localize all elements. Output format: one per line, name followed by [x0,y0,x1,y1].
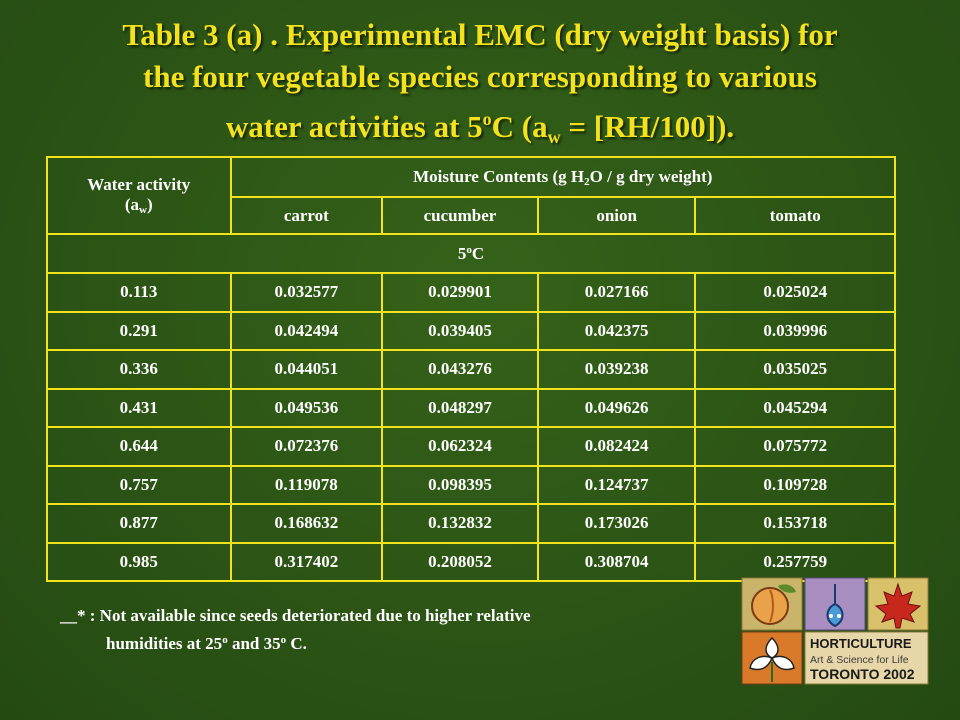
footnote-line-2-pre: humidities at 25 [106,634,223,653]
slide-title: Table 3 (a) . Experimental EMC (dry weig… [20,14,940,158]
table-row: 0.985 0.317402 0.208052 0.308704 0.257759 [46,541,896,582]
temperature-unit: C [471,243,485,263]
table-species-row: carrot cucumber onion tomato [47,196,896,235]
moisture-content-cell: 0.039405 [381,310,539,351]
water-activity-cell: 0.877 [46,503,232,544]
footnote: __* : Not available since seeds deterior… [60,604,700,656]
moisture-content-cell: 0.119078 [229,464,384,505]
moisture-content-cell: 0.109728 [694,464,896,505]
moisture-content-cell: 0.173026 [536,503,697,544]
moisture-content-cell: 0.044051 [229,349,384,390]
table-row: 0.644 0.072376 0.062324 0.082424 0.075772 [46,426,896,467]
moisture-content-cell: 0.029901 [381,272,539,313]
moisture-content-cell: 0.153718 [694,503,896,544]
water-activity-cell: 0.336 [46,349,232,390]
moisture-content-cell: 0.049626 [536,387,697,428]
footnote-line-2-mid: and 35 [227,634,281,653]
water-activity-cell: 0.291 [46,310,232,351]
moisture-content-cell: 0.082424 [536,426,697,467]
moisture-content-cell: 0.124737 [536,464,697,505]
footnote-degree-2: o [280,634,287,646]
title-line-3-mid: C (a [491,109,548,144]
header-mc-sub: 2 [584,175,590,188]
table-row: 0.757 0.119078 0.098395 0.124737 0.109728 [46,464,896,505]
moisture-content-cell: 0.075772 [694,426,896,467]
moisture-content-cell: 0.098395 [381,464,539,505]
header-water-activity-label: Water activity [87,175,191,194]
moisture-content-cell: 0.208052 [381,541,539,582]
header-aw-open: (a [124,195,140,214]
moisture-content-cell: 0.168632 [229,503,384,544]
moisture-content-cell: 0.257759 [694,541,896,582]
moisture-content-cell: 0.025024 [694,272,896,313]
moisture-content-cell: 0.043276 [381,349,539,390]
moisture-content-cell: 0.042375 [536,310,697,351]
title-degree-sup: o [482,109,492,129]
water-activity-cell: 0.431 [46,387,232,428]
moisture-content-cell: 0.132832 [381,503,539,544]
logo-graphic: HORTICULTURE Art & Science for Life TORO… [741,577,929,685]
title-line-1: Table 3 (a) . Experimental EMC (dry weig… [122,17,838,52]
title-line-3-pre: water activities at 5 [225,109,483,144]
logo-text-toronto: TORONTO 2002 [810,666,915,682]
moisture-content-cell: 0.072376 [229,426,384,467]
water-activity-cell: 0.113 [46,272,232,313]
moisture-content-cell: 0.042494 [229,310,384,351]
moisture-content-cell: 0.039238 [536,349,697,390]
moisture-content-cell: 0.035025 [694,349,896,390]
moisture-content-cell: 0.317402 [229,541,384,582]
title-line-3: water activities at 5oC (aw = [RH/100]). [20,98,940,158]
peach-icon [751,587,789,625]
temperature-number: 5 [457,243,467,263]
moisture-content-cell: 0.032577 [229,272,384,313]
title-w-sub: w [547,127,561,147]
logo-text-horticulture: HORTICULTURE [810,636,912,651]
header-aw-sub: w [139,204,147,216]
emc-table: Water activity (aw) Moisture Contents (g… [46,156,896,582]
temperature-degree: o [466,243,472,256]
temperature-row: 5oC [46,233,896,274]
header-tomato: tomato [694,196,896,235]
table-row: 0.291 0.042494 0.039405 0.042375 0.039996 [46,310,896,351]
footnote-line-1: __* : Not available since seeds deterior… [60,606,531,625]
temperature-label: 5oC [46,233,896,274]
water-activity-cell: 0.757 [46,464,232,505]
header-moisture-contents: Moisture Contents (g H2O / g dry weight) [229,156,896,198]
table-row: 0.336 0.044051 0.043276 0.039238 0.035025 [46,349,896,390]
table-row: 0.431 0.049536 0.048297 0.049626 0.045294 [46,387,896,428]
horticulture-toronto-logo: HORTICULTURE Art & Science for Life TORO… [740,576,930,686]
title-line-3-post: = [RH/100]). [560,109,735,144]
header-aw-symbol: (aw) [48,195,230,216]
footnote-line-2-post: C. [286,634,307,653]
moisture-content-cell: 0.039996 [694,310,896,351]
title-line-2: the four vegetable species corresponding… [143,59,817,94]
header-cucumber: cucumber [381,196,539,235]
header-mc-pre: Moisture Contents (g H [413,166,585,186]
footnote-line-2: humidities at 25o and 35o C. [60,628,700,656]
header-aw-close: ) [146,195,153,214]
header-mc-post: O / g dry weight) [589,166,713,186]
maple-leaf-icon [874,582,922,629]
water-activity-cell: 0.985 [46,541,232,582]
table-row: 0.877 0.168632 0.132832 0.173026 0.153718 [46,503,896,544]
moisture-content-cell: 0.062324 [381,426,539,467]
moisture-content-cell: 0.045294 [694,387,896,428]
table-row: 0.113 0.032577 0.029901 0.027166 0.025024 [46,272,896,313]
moisture-content-cell: 0.048297 [381,387,539,428]
logo-text-panel [804,631,929,685]
header-onion: onion [536,196,697,235]
moisture-content-cell: 0.049536 [229,387,384,428]
moisture-content-cell: 0.027166 [536,272,697,313]
header-carrot: carrot [229,196,384,235]
table-body: 0.113 0.032577 0.029901 0.027166 0.025024 0.2… [46,272,896,582]
footnote-degree-1: o [222,634,228,646]
table-header-row: Water activity (aw) Moisture Contents (g… [46,156,896,235]
header-water-activity: Water activity (aw) [46,156,232,235]
logo-text-tagline: Art & Science for Life [810,654,909,666]
moisture-content-cell: 0.308704 [536,541,697,582]
water-activity-cell: 0.644 [46,426,232,467]
